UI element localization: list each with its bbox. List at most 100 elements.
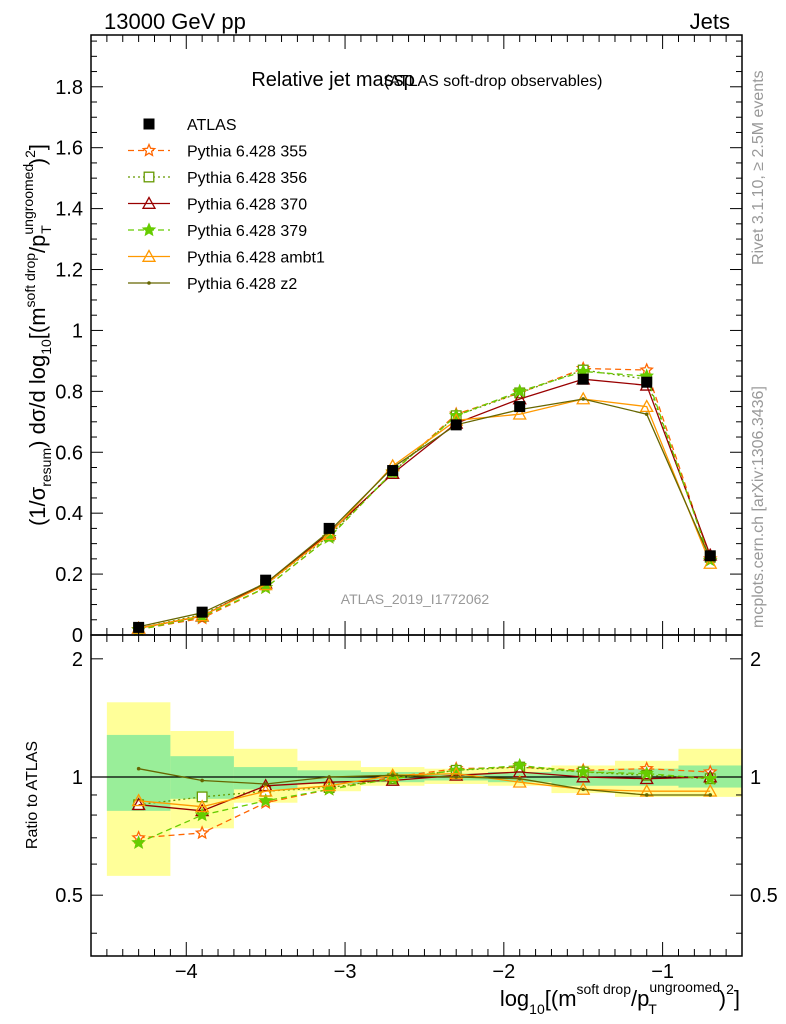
series-5-ratio-point [517, 776, 522, 781]
series-4-ratio-point [512, 774, 527, 788]
main-y-tick-label: 1.4 [55, 199, 83, 221]
series-5-ratio-point [644, 793, 649, 797]
series-4-ratio-point [131, 793, 146, 807]
series-0-ratio-line [138, 766, 711, 839]
legend: ATLAS Pythia 6.428 355 Pythia 6.428 356 Pyt… [128, 117, 325, 293]
series-4-ratio-point [258, 783, 273, 797]
legend-label-3: Pythia 6.428 379 [187, 223, 307, 240]
series-0-ratio-point [194, 825, 210, 840]
mcplots-label: mcplots.cern.ch [arXiv:1306.3436] [750, 386, 767, 628]
series-4-ratio-line [138, 772, 711, 808]
y-axis-label: (1/σresum) dσ/d log10[(msoft drop/pungro… [20, 144, 54, 526]
series-4-point [703, 556, 718, 569]
x-axis-label: log10[(msoft drop/pungroomed T)2] [500, 979, 740, 1017]
data-point [196, 606, 208, 618]
legend-label-4: Pythia 6.428 ambt1 [187, 250, 325, 267]
series-3-ratio-point [194, 807, 210, 822]
series-3-ratio-point [131, 835, 146, 849]
data-point [577, 373, 589, 385]
series-4-line [138, 398, 711, 629]
series-3-ratio-point [258, 793, 274, 807]
header-energy: 13000 GeV pp [104, 9, 246, 34]
series-4-point [512, 406, 527, 420]
series-4-ratio-point [322, 778, 337, 792]
ratio-y-axis-label: Ratio to ATLAS [24, 741, 41, 849]
ratio-y-ticks: 0.5 0.5 1 1 2 2 [55, 649, 778, 934]
series-3-ratio-point [575, 764, 591, 779]
main-y-tick-label: 0.8 [55, 381, 83, 403]
ratio-y-tick-label-right: 1 [750, 767, 761, 789]
legend-label-atlas: ATLAS [187, 117, 237, 134]
main-y-tick-label: 1.8 [55, 77, 83, 99]
legend-marker-1 [143, 171, 155, 183]
main-y-tick-label: 1.6 [55, 138, 83, 160]
data-point [514, 401, 526, 413]
ratio-y-tick-label: 2 [72, 649, 83, 671]
main-y-tick-label: 1 [72, 320, 83, 342]
plot-title: Relative jet massρ [251, 69, 415, 91]
series-2-ratio-point [131, 797, 146, 811]
main-y-tick-label: 0 [72, 625, 83, 647]
data-point [133, 621, 145, 633]
series-1-ratio-line [138, 766, 711, 806]
x-tick-label: −2 [492, 961, 515, 983]
x-tick-label: −4 [175, 961, 198, 983]
series-5-point [581, 397, 586, 401]
legend-marker-atlas [143, 118, 155, 130]
series-5-ratio-point [708, 793, 713, 797]
legend-label-0: Pythia 6.428 355 [187, 144, 307, 161]
series-5-ratio-point [581, 787, 586, 792]
series-4-point [639, 399, 654, 413]
series-5-point [644, 412, 649, 416]
legend-marker-4 [141, 249, 157, 262]
ratio-marks [91, 702, 742, 876]
main-y-tick-label: 0.4 [55, 503, 83, 525]
analysis-watermark: ATLAS_2019_I1772062 [341, 591, 490, 607]
main-y-tick-label: 0.6 [55, 442, 83, 464]
series-4-ratio-point [385, 767, 400, 781]
series-5-ratio-point [200, 778, 204, 783]
ratio-band-inner [233, 767, 298, 790]
rivet-version-label: Rivet 3.1.10, ≥ 2.5M events [750, 70, 767, 265]
data-point [323, 522, 335, 534]
ratio-band-inner [551, 770, 615, 786]
series-5-ratio-line [138, 768, 711, 796]
ratio-frame [90, 634, 743, 957]
legend-marker-3 [141, 222, 157, 237]
main-y-ticks: 0 0.2 0.4 0.6 0.8 1 1.2 1.4 1.6 1.8 [55, 40, 742, 647]
main-marks [131, 360, 718, 637]
x-tick-label: −3 [334, 961, 357, 983]
series-3-ratio-point [512, 757, 528, 772]
ratio-plot: 0.5 0.5 1 1 2 2 [55, 634, 778, 957]
x-ticks: −4 −3 −2 −1 [90, 35, 743, 983]
data-point [450, 419, 462, 431]
main-y-tick-label: 1.2 [55, 260, 83, 282]
data-point [260, 574, 272, 586]
data-point [704, 550, 716, 562]
series-3-ratio-point [639, 765, 654, 780]
plot-subtitle: (ATLAS soft-drop observables) [384, 73, 602, 90]
series-4-point [576, 391, 591, 405]
series-3-ratio-point [702, 770, 718, 786]
series-5-line [138, 398, 711, 628]
legend-marker-2 [141, 196, 157, 209]
series-5-ratio-point [327, 775, 331, 779]
legend-label-2: Pythia 6.428 370 [187, 197, 307, 214]
ratio-y-tick-label: 0.5 [55, 885, 83, 907]
series-4-ratio-point [195, 799, 210, 813]
main-y-tick-label: 0.2 [55, 564, 83, 586]
x-tick-label: −1 [651, 961, 674, 983]
ratio-y-tick-label: 1 [72, 767, 83, 789]
series-5-ratio-point [454, 775, 458, 779]
ratio-y-tick-label-right: 2 [750, 649, 761, 671]
series-3-point [512, 383, 528, 398]
main-plot: 0 0.2 0.4 0.6 0.8 1 1.2 1.4 1.6 1.8 Relative jet … [55, 34, 743, 647]
legend-label-5: Pythia 6.428 z2 [187, 276, 297, 293]
series-5-ratio-point [263, 782, 268, 786]
legend-label-1: Pythia 6.428 356 [187, 170, 307, 187]
ratio-y-tick-label-right: 0.5 [750, 885, 778, 907]
data-point [387, 465, 399, 477]
series-5-ratio-point [136, 766, 141, 771]
header-process: Jets [690, 9, 730, 34]
